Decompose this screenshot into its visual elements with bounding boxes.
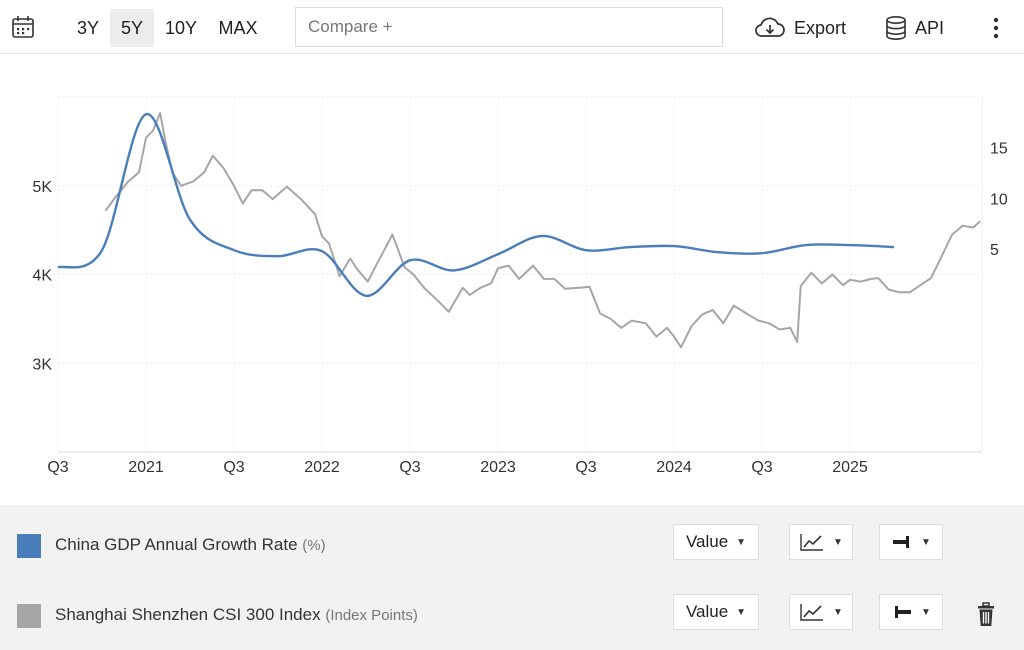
axes: Q3 2021 Q3 2022 Q3 2023 Q3 2024 Q3 2025 3K 4K 5K 5 10 1… (32, 141, 1007, 476)
series-title: China GDP Annual Growth Rate (55, 535, 298, 554)
x-tick-label: 2024 (656, 459, 692, 476)
chart-type-dropdown[interactable]: ▼ (789, 524, 853, 560)
x-tick-label: 2021 (128, 459, 164, 476)
series-unit: (%) (302, 537, 326, 554)
calendar-icon[interactable] (10, 14, 36, 40)
left-axis-tick-label: 5K (32, 179, 52, 196)
api-button[interactable]: API (885, 9, 944, 47)
export-button[interactable]: Export (754, 9, 846, 47)
line-chart-icon (800, 604, 824, 621)
chart-type-dropdown[interactable]: ▼ (789, 594, 853, 630)
series-title: Shanghai Shenzhen CSI 300 Index (55, 605, 321, 624)
export-label: Export (794, 17, 847, 38)
series-legend: China GDP Annual Growth Rate (%) Value ▼ … (0, 505, 1024, 650)
caret-down-icon: ▼ (833, 536, 843, 548)
x-tick-label: 2022 (304, 459, 340, 476)
value-dropdown-label: Value (685, 532, 729, 551)
series-unit: (Index Points) (325, 607, 418, 624)
left-axis-tick-label: 3K (32, 356, 52, 373)
range-3y-button[interactable]: 3Y (76, 18, 100, 38)
right-axis-tick-label: 10 (990, 191, 1008, 208)
api-label: API (915, 17, 945, 38)
range-10y-button[interactable]: 10Y (164, 18, 198, 38)
series-line-csi300 (104, 112, 981, 349)
axis-left-icon (895, 606, 912, 618)
caret-down-icon: ▼ (736, 606, 747, 618)
cloud-download-icon (755, 17, 785, 37)
caret-down-icon: ▼ (921, 606, 931, 618)
axis-position-dropdown[interactable]: ▼ (879, 524, 943, 560)
range-max-button[interactable]: MAX (218, 18, 258, 38)
series-color-swatch[interactable] (17, 534, 41, 558)
axis-position-dropdown[interactable]: ▼ (879, 594, 943, 630)
caret-down-icon: ▼ (921, 536, 931, 548)
caret-down-icon: ▼ (736, 536, 747, 548)
value-dropdown-label: Value (685, 602, 729, 621)
range-5y-button[interactable]: 5Y (110, 9, 154, 47)
x-tick-label: 2023 (480, 459, 516, 476)
value-dropdown[interactable]: Value ▼ (673, 524, 759, 560)
trash-icon[interactable] (975, 602, 997, 628)
x-tick-label: Q3 (751, 459, 772, 476)
left-axis-tick-label: 4K (32, 268, 52, 285)
series-lines (57, 112, 981, 349)
legend-row-gdp: China GDP Annual Growth Rate (%) Value ▼ … (0, 515, 1024, 575)
series-name: China GDP Annual Growth Rate (%) (55, 535, 326, 555)
chart-area: Q3 2021 Q3 2022 Q3 2023 Q3 2024 Q3 2025 3K 4K 5K 5 10 1… (32, 96, 1008, 476)
compare-input[interactable] (295, 7, 723, 47)
x-tick-label: Q3 (47, 459, 68, 476)
x-tick-label: 2025 (832, 459, 868, 476)
axis-right-icon (893, 536, 910, 548)
series-name: Shanghai Shenzhen CSI 300 Index (Index P… (55, 605, 418, 625)
x-tick-label: Q3 (223, 459, 244, 476)
caret-down-icon: ▼ (833, 606, 843, 618)
right-axis-tick-label: 15 (990, 141, 1008, 158)
series-line-gdp (57, 113, 895, 297)
legend-row-csi300: Shanghai Shenzhen CSI 300 Index (Index P… (0, 585, 1024, 645)
chart-toolbar: 3Y 5Y 10Y MAX Export API (0, 0, 1024, 54)
line-chart-icon (800, 534, 824, 551)
database-icon (886, 15, 906, 40)
more-vertical-icon[interactable] (986, 14, 1006, 42)
right-axis-tick-label: 5 (990, 242, 999, 259)
series-color-swatch[interactable] (17, 604, 41, 628)
value-dropdown[interactable]: Value ▼ (673, 594, 759, 630)
x-tick-label: Q3 (399, 459, 420, 476)
grid-lines (57, 96, 983, 453)
x-tick-label: Q3 (575, 459, 596, 476)
